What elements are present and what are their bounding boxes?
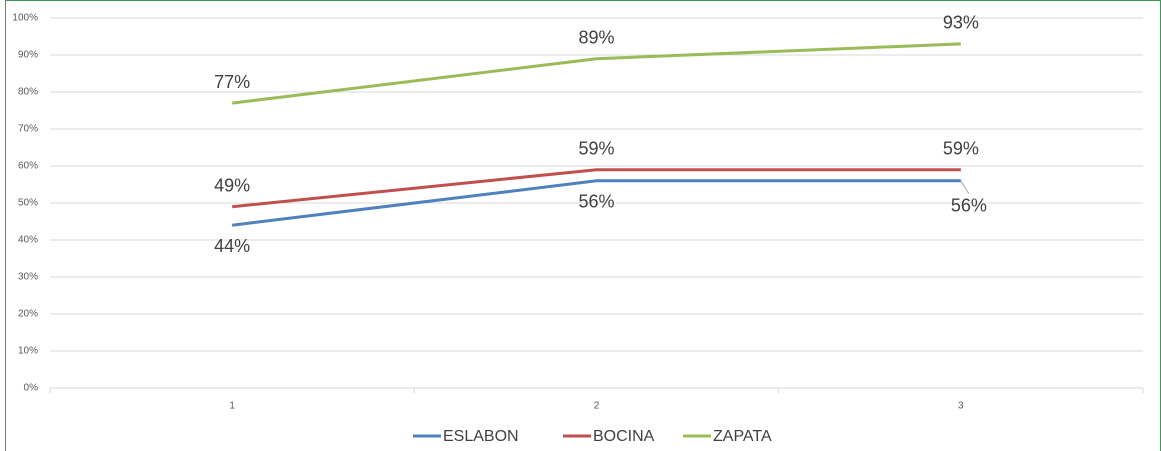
y-tick-label: 10%	[18, 346, 38, 357]
x-tick-label: 1	[229, 401, 235, 412]
chart-border	[5, 0, 1161, 451]
leader-line	[960, 180, 970, 195]
y-tick-label: 60%	[18, 161, 38, 172]
y-tick-label: 40%	[18, 235, 38, 246]
data-label: 49%	[214, 175, 250, 195]
legend-label: ESLABON	[443, 428, 519, 445]
legend-label: ZAPATA	[713, 428, 772, 445]
y-tick-label: 100%	[12, 13, 38, 24]
data-label: 89%	[578, 27, 614, 47]
data-label: 59%	[943, 138, 979, 158]
data-label: 56%	[951, 196, 987, 216]
data-label: 59%	[578, 138, 614, 158]
x-tick-label: 2	[594, 401, 600, 412]
data-label: 93%	[943, 13, 979, 33]
x-tick-label: 3	[958, 401, 964, 412]
data-label: 56%	[578, 192, 614, 212]
data-label: 77%	[214, 72, 250, 92]
series-line	[231, 179, 961, 227]
series-line	[232, 168, 961, 209]
y-tick-label: 30%	[18, 272, 38, 283]
legend-label: BOCINA	[593, 428, 655, 445]
series-line	[231, 42, 961, 105]
data-label: 44%	[214, 236, 250, 256]
y-tick-label: 70%	[18, 124, 38, 135]
y-tick-label: 90%	[18, 50, 38, 61]
y-tick-label: 80%	[18, 87, 38, 98]
y-tick-label: 20%	[18, 309, 38, 320]
y-tick-label: 0%	[24, 383, 39, 394]
y-tick-label: 50%	[18, 198, 38, 209]
